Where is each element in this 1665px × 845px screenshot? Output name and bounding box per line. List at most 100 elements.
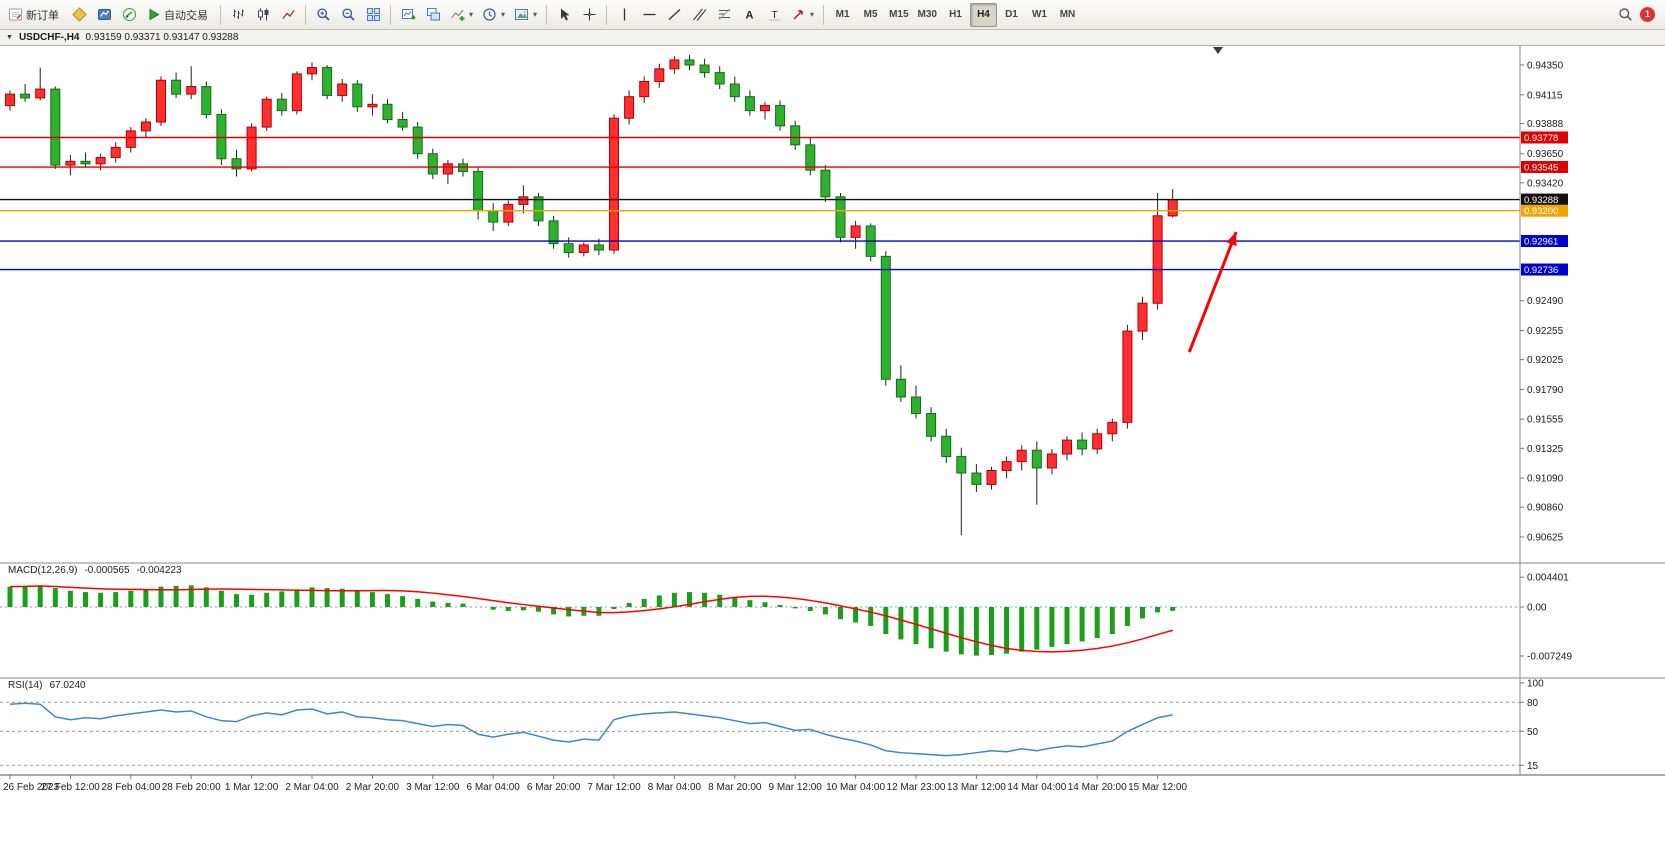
bull-candle [65, 160, 76, 166]
bull-candle [442, 163, 453, 175]
metaeditor-button[interactable] [67, 3, 91, 27]
bear-candle [729, 83, 740, 98]
bear-candle [563, 243, 574, 254]
fibonacci-tool-button[interactable] [712, 3, 736, 27]
signals-icon [122, 8, 136, 21]
chart-canvas[interactable]: 0.94350 0.94115 0.93888 0.93650 0.93420 0.924… [0, 46, 1665, 845]
rsi-axis-label: 100 [1527, 678, 1544, 689]
notification-badge[interactable]: 1 [1640, 7, 1655, 22]
toolbar-separator [823, 4, 825, 25]
bear-candle [548, 220, 559, 245]
price-line-label: 0.93545 [1524, 163, 1558, 174]
autotrading-button[interactable]: 自动交易 [142, 3, 215, 27]
line-chart-button[interactable] [276, 3, 300, 27]
trendline-tool-button[interactable] [662, 3, 686, 27]
price-line-label-box [1521, 131, 1568, 144]
search-button[interactable] [1613, 3, 1637, 27]
chevron-down-icon: ▾ [501, 10, 506, 19]
price-line-label: 0.92961 [1524, 237, 1558, 248]
bull-candle [110, 146, 121, 159]
timeframe-h4-button[interactable]: H4 [969, 2, 997, 27]
arrow-objects-button[interactable]: ▾ [787, 3, 818, 27]
macd-axis-label: 0.004401 [1527, 573, 1569, 584]
bear-candle [911, 396, 921, 414]
timeframe-w1-button[interactable]: W1 [1026, 3, 1053, 27]
price-axis-label: 0.94115 [1527, 90, 1563, 101]
new-chart-button[interactable] [396, 3, 420, 27]
date-axis-label: 1 Mar 12:00 [225, 782, 279, 793]
zoom-in-button[interactable] [311, 3, 335, 27]
bull-candle [291, 73, 302, 112]
text-label-tool-button[interactable]: T [762, 3, 786, 27]
timeframe-m1-button[interactable]: M1 [829, 3, 856, 27]
bear-candle [1077, 439, 1088, 450]
bear-candle [533, 196, 544, 222]
cursor-button[interactable] [552, 3, 576, 27]
channel-icon [692, 8, 706, 21]
date-axis-label: 2 Mar 20:00 [346, 782, 400, 793]
bar-chart-button[interactable] [226, 3, 250, 27]
trend-arrow-object[interactable] [1187, 231, 1238, 353]
price-axis-label: 0.92490 [1527, 296, 1564, 307]
timeframe-mn-button[interactable]: MN [1054, 3, 1081, 27]
timeframe-m30-button[interactable]: M30 [914, 3, 941, 27]
price-line-label: 0.93778 [1524, 133, 1558, 144]
periods-button[interactable]: ▾ [478, 3, 509, 27]
timeframe-m5-button[interactable]: M5 [857, 3, 884, 27]
timeframe-h1-button[interactable]: H1 [942, 3, 969, 27]
bull-candle [669, 59, 680, 70]
date-axis-label: 15 Mar 12:00 [1128, 782, 1187, 793]
date-axis-label: 13 Mar 12:00 [947, 782, 1006, 793]
date-axis-label: 10 Mar 04:00 [826, 782, 885, 793]
bear-candle [276, 98, 287, 112]
text-label-icon: T [768, 10, 780, 21]
bear-candle [1031, 449, 1042, 469]
templates-button[interactable]: ▾ [510, 3, 541, 27]
bear-candle [352, 83, 363, 108]
bull-candle [261, 98, 272, 128]
bear-candle [80, 160, 91, 165]
vertical-line-tool-button[interactable] [612, 3, 636, 27]
chart-menu-icon[interactable]: ▼ [6, 34, 13, 41]
price-axis-label: 0.91790 [1527, 385, 1564, 396]
date-axis-label: 28 Feb 20:00 [162, 782, 221, 793]
periods-clock-icon [483, 8, 496, 21]
bull-candle [246, 126, 257, 170]
cascade-windows-button[interactable] [421, 3, 445, 27]
horizontal-line-tool-button[interactable] [637, 3, 661, 27]
signals-button[interactable] [117, 3, 141, 27]
tile-windows-button[interactable] [361, 3, 385, 27]
crosshair-button[interactable] [577, 3, 601, 27]
date-axis-label: 6 Mar 20:00 [527, 782, 581, 793]
timeframe-m15-button[interactable]: M15 [885, 3, 912, 27]
bear-candle [20, 93, 31, 99]
date-axis-label: 14 Mar 04:00 [1007, 782, 1066, 793]
price-axis-label: 0.93420 [1527, 178, 1564, 189]
candlestick-chart-button[interactable] [251, 3, 275, 27]
macd-axis-label: -0.007249 [1527, 652, 1572, 663]
new-order-button[interactable]: 新订单 [4, 3, 66, 27]
indicators-button[interactable]: ▾ [446, 3, 477, 27]
terminal-button[interactable] [92, 3, 116, 27]
price-axis-label: 0.93888 [1527, 119, 1564, 130]
zoom-out-button[interactable] [336, 3, 360, 27]
rsi-axis-label: 15 [1527, 761, 1539, 772]
bear-candle [488, 210, 499, 223]
line-chart-icon [281, 10, 295, 19]
chart-shift-marker[interactable] [1213, 47, 1223, 54]
bear-candle [956, 456, 967, 474]
price-line-label: 0.93200 [1524, 206, 1558, 217]
bear-candle [684, 59, 695, 66]
date-axis-label: 7 Mar 12:00 [587, 782, 641, 793]
chart-title-bar: ▼ USDCHF-,H4 0.93159 0.93371 0.93147 0.9… [0, 30, 1665, 46]
bull-candle [307, 67, 317, 75]
timeframe-d1-button[interactable]: D1 [998, 3, 1025, 27]
price-line-label-box [1521, 263, 1568, 276]
bear-candle [473, 170, 484, 212]
chart-symbol-period: USDCHF-,H4 [18, 32, 80, 43]
bull-candle [639, 80, 650, 98]
channel-tool-button[interactable] [687, 3, 711, 27]
text-tool-button[interactable]: A [737, 3, 761, 27]
price-axis-label: 0.91090 [1527, 474, 1564, 485]
bear-candle [216, 113, 227, 160]
